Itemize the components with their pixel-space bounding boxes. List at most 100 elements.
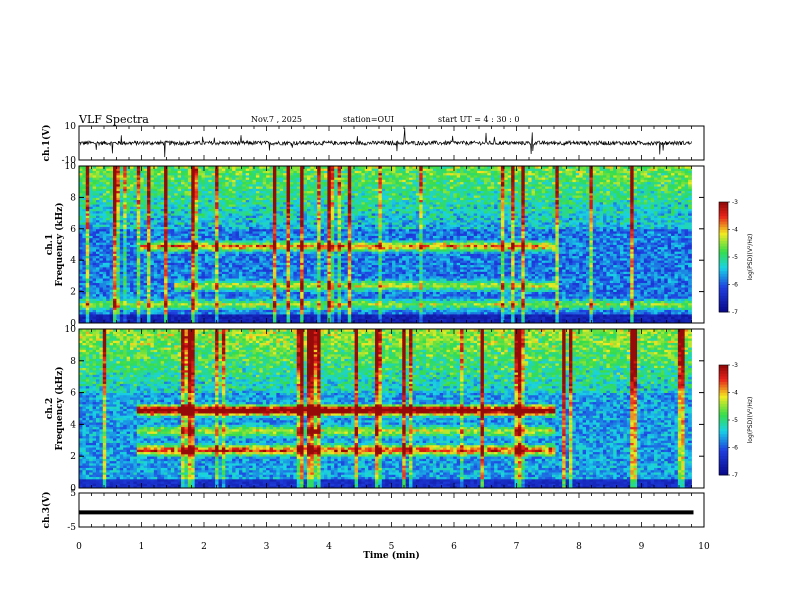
- x-tick-label: 3: [264, 542, 270, 552]
- y-tick-label: 10: [65, 162, 77, 172]
- spectrogram-ch1-spectrogram: [79, 166, 692, 324]
- colorbar-step: [719, 284, 728, 288]
- colorbar-step: [719, 246, 728, 250]
- y-tick-label: 2: [70, 288, 76, 298]
- y-tick-label: 10: [65, 122, 77, 132]
- colorbar-step: [719, 447, 728, 451]
- colorbar-step: [719, 224, 728, 228]
- colorbar-step: [719, 298, 728, 302]
- colorbar-step: [719, 406, 728, 410]
- colorbar-step: [719, 367, 728, 371]
- colorbar-tick-label: -6: [732, 445, 738, 452]
- colorbar-step: [719, 387, 728, 391]
- y-tick-label: 6: [70, 389, 76, 399]
- colorbar-step: [719, 290, 728, 294]
- y-tick-label: 2: [70, 452, 76, 462]
- x-tick-label: 4: [326, 542, 332, 552]
- header-date: Nov.7 , 2025: [251, 115, 302, 124]
- colorbar-step: [719, 370, 728, 374]
- y-tick-label: 6: [70, 225, 76, 235]
- colorbar-step: [719, 400, 728, 404]
- colorbar-step: [719, 295, 728, 299]
- colorbar-step: [719, 472, 728, 476]
- colorbar-step: [719, 450, 728, 454]
- colorbar-tick-label: -4: [732, 227, 738, 234]
- colorbar-step: [719, 306, 728, 310]
- colorbar-step: [719, 232, 728, 236]
- colorbar-step: [719, 384, 728, 388]
- y-axis-label: Frequency (kHz): [54, 366, 65, 450]
- colorbar-step: [719, 281, 728, 285]
- colorbar-step: [719, 376, 728, 380]
- colorbar-step: [719, 442, 728, 446]
- colorbar-step: [719, 422, 728, 426]
- colorbar-label: log(PSD)(V²/Hz): [747, 397, 754, 444]
- y-tick-label: 8: [70, 193, 76, 203]
- y-axis-label: ch.3(V): [41, 492, 52, 529]
- colorbar-step: [719, 254, 728, 258]
- colorbar-step: [719, 265, 728, 269]
- colorbar-step: [719, 389, 728, 393]
- colorbar-step: [719, 210, 728, 214]
- y-axis-label: ch.1(V): [41, 125, 52, 162]
- colorbar-step: [719, 392, 728, 396]
- x-tick-label: 9: [639, 542, 645, 552]
- waveform-frame: [78, 492, 705, 528]
- colorbar-step: [719, 455, 728, 459]
- colorbar-step: [719, 276, 728, 280]
- colorbar-step: [719, 243, 728, 247]
- colorbar-step: [719, 458, 728, 462]
- colorbar-step: [719, 257, 728, 261]
- colorbar-step: [719, 403, 728, 407]
- colorbar-step: [719, 251, 728, 255]
- colorbar-step: [719, 431, 728, 435]
- y-axis-label: Frequency (kHz): [54, 202, 65, 286]
- colorbar-step: [719, 240, 728, 244]
- x-axis-label: Time (min): [363, 550, 420, 561]
- colorbar-label: log(PSD)(V²/Hz): [747, 234, 754, 281]
- spectrogram-ch2-spectrogram: [79, 329, 692, 489]
- colorbar-step: [719, 439, 728, 443]
- colorbar-step: [719, 420, 728, 424]
- colorbar-tick-label: -3: [732, 362, 738, 369]
- colorbar-step: [719, 207, 728, 211]
- y-tick-label: 10: [65, 325, 77, 335]
- x-tick-label: 6: [451, 542, 457, 552]
- x-tick-label: 0: [76, 542, 82, 552]
- colorbar-step: [719, 202, 728, 206]
- y-tick-label: 8: [70, 357, 76, 367]
- colorbar-tick-label: -5: [732, 417, 738, 424]
- colorbar-step: [719, 303, 728, 307]
- header-title: VLF Spectra: [79, 113, 149, 126]
- colorbar-step: [719, 433, 728, 437]
- colorbar-step: [719, 398, 728, 402]
- x-tick-label: 5: [389, 542, 395, 552]
- colorbar-step: [719, 414, 728, 418]
- colorbar-step: [719, 466, 728, 470]
- colorbar-step: [719, 381, 728, 385]
- colorbar-step: [719, 287, 728, 291]
- colorbar-step: [719, 259, 728, 263]
- colorbar-step: [719, 469, 728, 473]
- header-start-time: start UT = 4 : 30 : 0: [438, 115, 519, 124]
- colorbar-step: [719, 417, 728, 421]
- colorbar-step: [719, 464, 728, 468]
- y-tick-label: -10: [62, 156, 77, 166]
- colorbar-step: [719, 273, 728, 277]
- colorbar-step: [719, 279, 728, 283]
- colorbar-step: [719, 221, 728, 225]
- y-tick-label: 0: [70, 484, 76, 494]
- colorbar-step: [719, 409, 728, 413]
- y-tick-label: 4: [70, 420, 76, 430]
- colorbar-step: [719, 365, 728, 369]
- colorbar-tick-label: -3: [732, 199, 738, 206]
- colorbar-step: [719, 215, 728, 219]
- colorbar-step: [719, 373, 728, 377]
- colorbar-step: [719, 428, 728, 432]
- y-tick-label: 4: [70, 256, 76, 266]
- colorbar-step: [719, 229, 728, 233]
- colorbar-tick-label: -5: [732, 254, 738, 261]
- colorbar-step: [719, 461, 728, 465]
- waveform-trace: [78, 128, 692, 158]
